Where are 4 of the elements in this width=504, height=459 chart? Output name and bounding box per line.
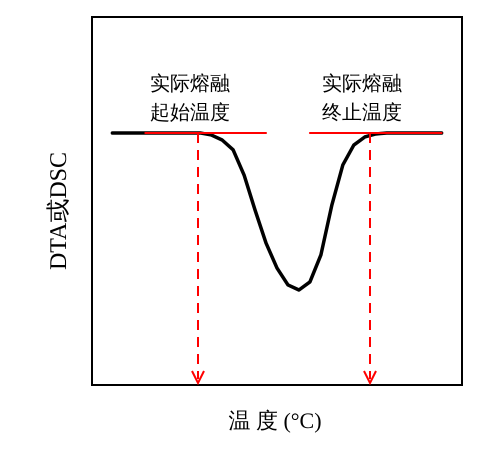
text: 实际熔融终止温度 <box>322 72 402 124</box>
text: 实际熔融起始温度 <box>150 72 230 124</box>
y-axis-title: DTA或DSC <box>46 152 72 270</box>
x-axis-title: 温 度 (°C) <box>228 408 322 433</box>
